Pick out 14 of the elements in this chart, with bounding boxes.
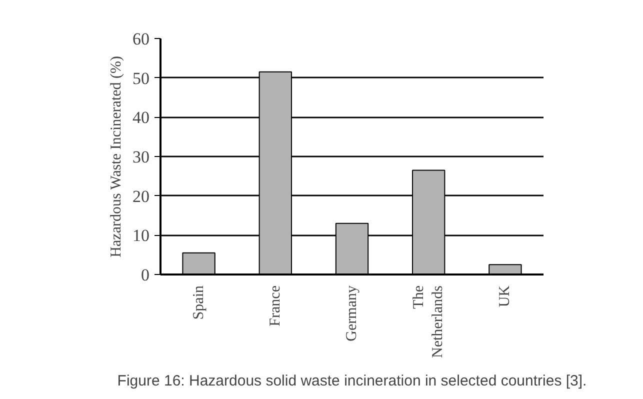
y-tick-label: 10 <box>132 226 150 246</box>
y-tick-label: 60 <box>132 30 150 48</box>
caption: Figure 16: Hazardous solid waste incineration in selected countries [3]. <box>117 372 587 390</box>
y-axis-title: Hazardous Waste Incinerated (%) <box>108 56 124 258</box>
x-tick-label: France <box>267 285 284 326</box>
y-tick-label: 50 <box>132 68 150 88</box>
y-tick-label: 30 <box>132 148 150 166</box>
x-tick-label: The Netherlands <box>411 285 446 358</box>
x-tick-label: Spain <box>190 285 207 320</box>
y-tick-label: 20 <box>132 186 150 206</box>
y-tick-label: 40 <box>132 108 150 128</box>
x-tick-label: Germany <box>344 285 360 342</box>
y-tick-label: 0 <box>141 266 150 284</box>
x-tick-label: UK <box>497 285 514 308</box>
